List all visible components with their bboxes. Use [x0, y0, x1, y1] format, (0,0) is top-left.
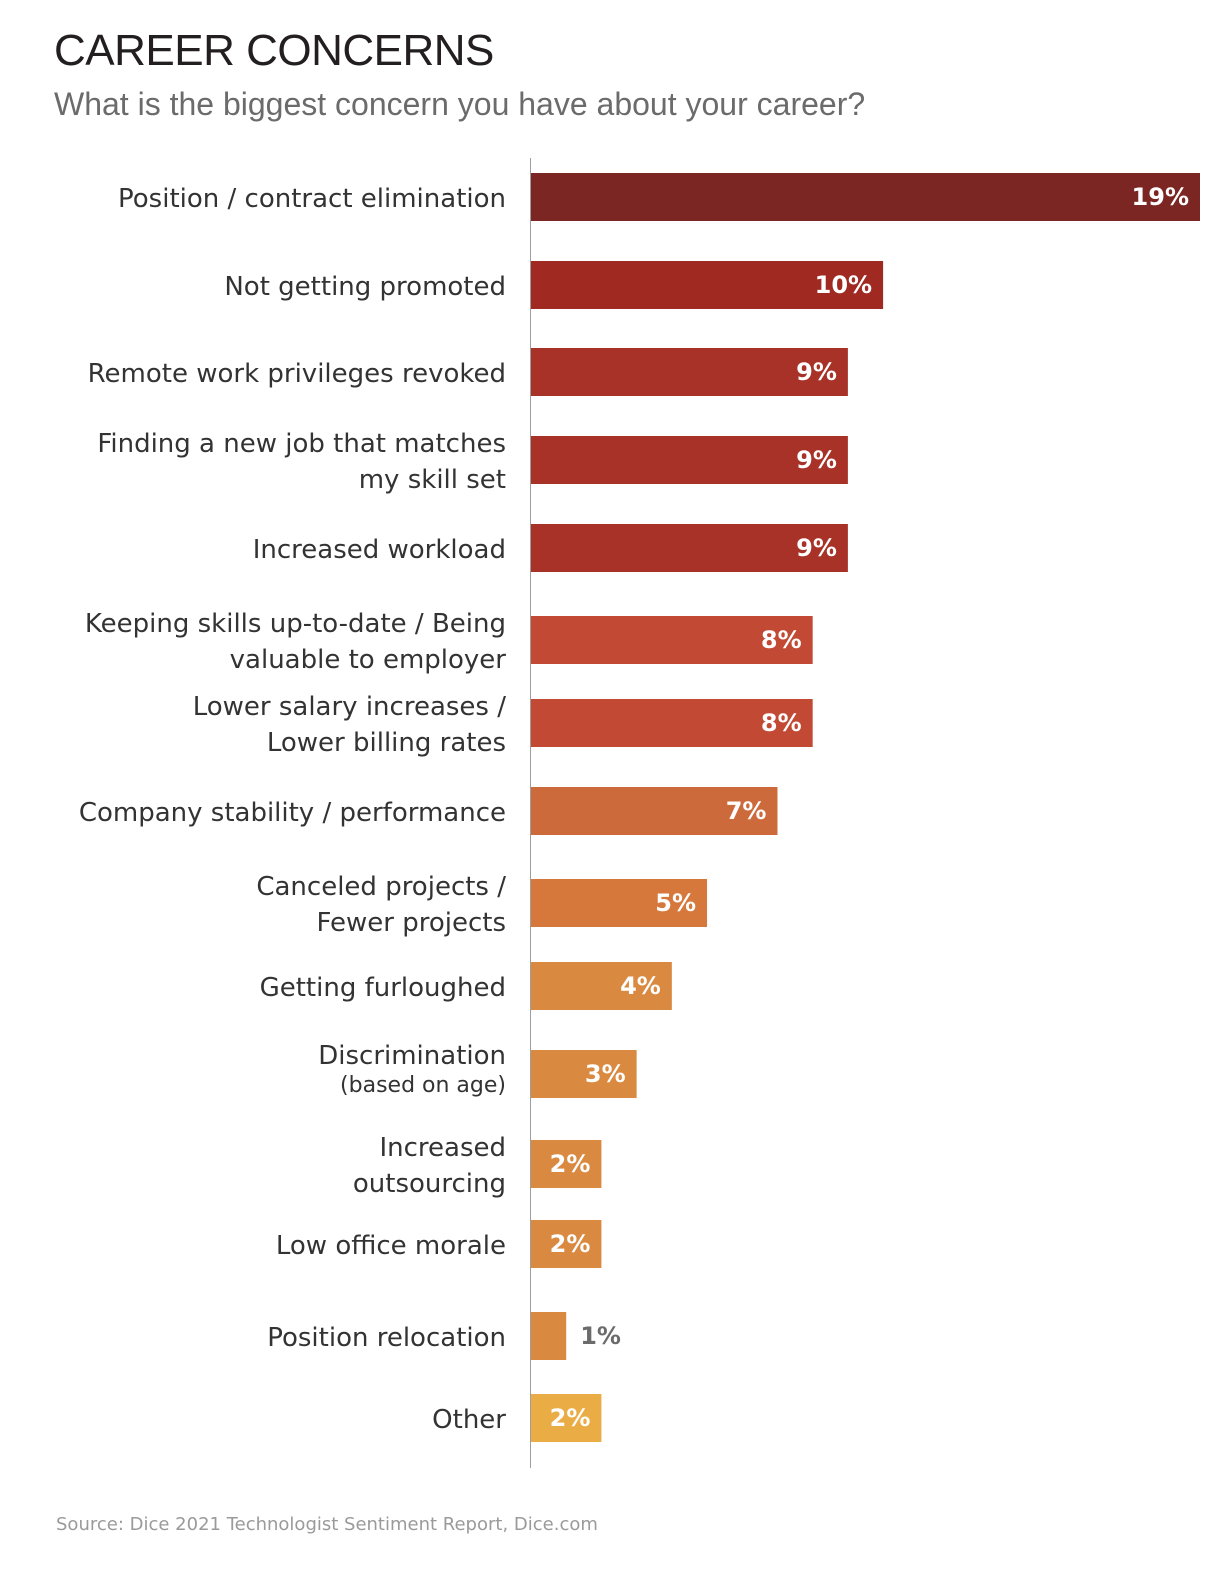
- category-label: Canceled projects /: [256, 872, 506, 902]
- category-label: Remote work privileges revoked: [88, 359, 506, 389]
- category-label: outsourcing: [353, 1169, 506, 1199]
- category-label: Low office morale: [276, 1231, 506, 1261]
- bar: [531, 616, 813, 664]
- bar-chart: 19% Position / contract elimination 10% Not…: [79, 158, 1200, 1468]
- category-label: Increased: [379, 1133, 506, 1163]
- value-label: 2%: [550, 1404, 591, 1432]
- bar: [531, 1394, 602, 1442]
- category-label: (based on age): [340, 1073, 506, 1098]
- value-label: 5%: [655, 889, 696, 917]
- bar: [531, 261, 884, 309]
- category-label: Company stability / performance: [79, 798, 506, 828]
- bar: [531, 962, 672, 1010]
- category-label: my skill set: [359, 465, 506, 495]
- value-label: 8%: [761, 709, 802, 737]
- value-label: 4%: [620, 972, 661, 1000]
- category-label: Other: [432, 1405, 506, 1435]
- bars-layer: 19% Position / contract elimination 10% Not…: [79, 173, 1200, 1442]
- value-label: 8%: [761, 626, 802, 654]
- value-label: 7%: [726, 797, 767, 825]
- value-label: 2%: [550, 1150, 591, 1178]
- category-label: Not getting promoted: [224, 272, 506, 302]
- value-label: 9%: [796, 358, 837, 386]
- category-label: Lower salary increases /: [193, 692, 507, 722]
- bar: [531, 436, 848, 484]
- bar: [531, 787, 778, 835]
- bar: [531, 524, 848, 572]
- value-label: 10%: [815, 271, 872, 299]
- category-label: Position / contract elimination: [118, 184, 506, 214]
- category-label: Increased workload: [253, 535, 506, 565]
- category-label: Keeping skills up-to-date / Being: [85, 609, 506, 639]
- category-label: Lower billing rates: [267, 728, 506, 758]
- bar: [531, 1312, 567, 1360]
- value-label: 9%: [796, 534, 837, 562]
- bar: [531, 879, 708, 927]
- value-label: 2%: [550, 1230, 591, 1258]
- bar: [531, 699, 813, 747]
- value-label: 19%: [1132, 183, 1189, 211]
- category-label: Discrimination: [318, 1041, 506, 1071]
- category-label: Finding a new job that matches: [97, 429, 506, 459]
- category-label: valuable to employer: [230, 645, 507, 675]
- value-label: 9%: [796, 446, 837, 474]
- category-label: Fewer projects: [316, 908, 506, 938]
- chart-title: CAREER CONCERNS: [54, 26, 494, 75]
- category-label: Position relocation: [267, 1323, 506, 1353]
- source-note: Source: Dice 2021 Technologist Sentiment…: [56, 1514, 598, 1535]
- category-label: Getting furloughed: [260, 973, 506, 1003]
- bar: [531, 348, 848, 396]
- value-label: 3%: [585, 1060, 626, 1088]
- bar: [531, 1220, 602, 1268]
- bar: [531, 1140, 602, 1188]
- chart-subtitle: What is the biggest concern you have abo…: [54, 86, 866, 122]
- value-label: 1%: [580, 1322, 621, 1350]
- bar: [531, 173, 1200, 221]
- bar: [531, 1050, 637, 1098]
